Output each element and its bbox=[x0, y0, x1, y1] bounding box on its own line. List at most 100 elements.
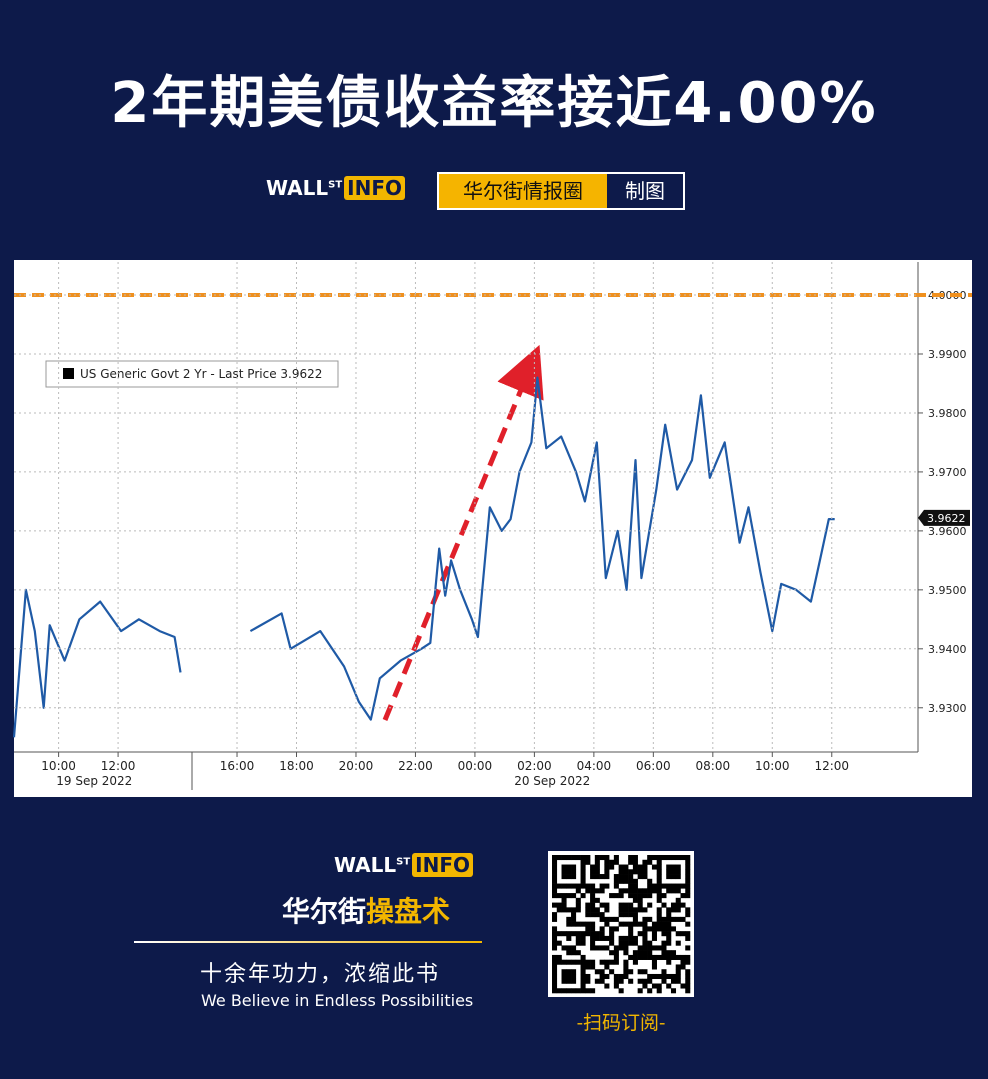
qr-cell bbox=[661, 940, 667, 946]
qr-cell bbox=[661, 954, 667, 960]
qr-cell bbox=[613, 978, 619, 984]
qr-cell bbox=[623, 940, 629, 946]
qr-cell bbox=[637, 897, 643, 903]
chart-background bbox=[14, 260, 972, 797]
qr-cell bbox=[666, 874, 672, 880]
qr-cell bbox=[571, 945, 577, 951]
qr-cell bbox=[552, 893, 558, 899]
qr-cell bbox=[618, 940, 624, 946]
qr-cell bbox=[580, 969, 586, 975]
qr-cell bbox=[623, 921, 629, 927]
qr-cell bbox=[642, 969, 648, 975]
qr-cell bbox=[618, 907, 624, 913]
qr-cell bbox=[552, 940, 558, 946]
qr-cell bbox=[556, 988, 562, 994]
badge: 华尔街情报圈 制图 bbox=[437, 172, 685, 210]
qr-cell bbox=[647, 893, 653, 899]
qr-cell bbox=[666, 916, 672, 922]
qr-cell bbox=[566, 931, 572, 937]
qr-cell bbox=[632, 897, 638, 903]
qr-cell bbox=[632, 921, 638, 927]
qr-cell bbox=[590, 959, 596, 965]
qr-cell bbox=[566, 874, 572, 880]
x-tick-label: 04:00 bbox=[577, 759, 612, 773]
y-tick-label: 4.0000 bbox=[928, 289, 967, 302]
qr-cell bbox=[670, 988, 677, 994]
qr-cell bbox=[604, 935, 610, 941]
logo-box: INFO bbox=[412, 853, 474, 877]
qr-cell bbox=[666, 935, 672, 941]
qr-cell bbox=[552, 978, 558, 984]
qr-cell bbox=[656, 916, 662, 922]
footer-logo: WALLST INFO bbox=[334, 853, 474, 877]
qr-cell bbox=[552, 945, 558, 951]
qr-cell bbox=[628, 874, 634, 880]
qr-cell bbox=[675, 897, 681, 903]
qr-cell bbox=[590, 888, 596, 894]
qr-cell bbox=[585, 912, 591, 918]
qr-cell bbox=[618, 902, 624, 908]
qr-cell bbox=[666, 959, 672, 965]
qr-cell bbox=[552, 916, 558, 922]
qr-cell bbox=[604, 973, 610, 980]
qr-cell bbox=[685, 912, 691, 918]
qr-cell bbox=[590, 988, 596, 994]
qr-cell bbox=[623, 902, 629, 908]
qr-cell bbox=[675, 869, 681, 875]
qr-cell bbox=[594, 912, 600, 918]
qr-cell bbox=[590, 874, 596, 880]
qr-cell bbox=[618, 945, 624, 951]
qr-cell bbox=[685, 959, 691, 965]
qr-cell bbox=[552, 855, 558, 861]
qr-cell bbox=[632, 888, 638, 894]
qr-cell bbox=[594, 931, 600, 937]
slogan-en: We Believe in Endless Possibilities bbox=[201, 991, 474, 1010]
title: 2年期美债收益率接近4.00% bbox=[110, 71, 878, 136]
qr-cell bbox=[675, 883, 681, 889]
qr-cell bbox=[552, 912, 558, 918]
qr-cell bbox=[661, 902, 667, 908]
qr-cell bbox=[575, 888, 581, 894]
qr-cell bbox=[670, 869, 677, 875]
qr-cell bbox=[680, 931, 686, 937]
qr-cell bbox=[599, 912, 605, 918]
qr-cell bbox=[613, 874, 619, 880]
x-tick-label: 08:00 bbox=[696, 759, 731, 773]
qr-cell bbox=[642, 893, 648, 899]
qr-cell bbox=[604, 869, 610, 875]
qr-cell bbox=[685, 983, 691, 989]
qr-cell bbox=[580, 988, 586, 994]
qr-cell bbox=[680, 983, 686, 989]
qr-cell bbox=[642, 869, 648, 875]
qr-cell bbox=[670, 950, 677, 956]
qr-cell bbox=[628, 883, 634, 889]
qr-cell bbox=[566, 869, 572, 875]
qr-cell bbox=[599, 978, 605, 984]
qr-cell bbox=[661, 921, 667, 927]
slogan-cn: 十余年功力，浓缩此书 bbox=[200, 962, 441, 987]
qr-cell bbox=[613, 893, 619, 899]
qr-cell bbox=[580, 983, 586, 989]
qr-cell bbox=[566, 921, 572, 927]
qr-cell bbox=[604, 874, 610, 880]
qr-cell bbox=[604, 964, 610, 970]
qr-cell bbox=[566, 907, 572, 913]
qr-cell bbox=[613, 883, 619, 889]
qr-cell bbox=[628, 978, 634, 984]
last-price-label: 3.9622 bbox=[927, 512, 966, 525]
qr-cell bbox=[661, 926, 667, 932]
qr-cell bbox=[656, 926, 662, 932]
logo-sup: ST bbox=[328, 179, 343, 191]
y-tick-label: 3.9600 bbox=[928, 525, 967, 538]
qr-cell bbox=[590, 931, 596, 937]
qr-cell bbox=[623, 969, 629, 975]
qr-cell bbox=[666, 907, 672, 913]
qr-cell bbox=[575, 855, 581, 861]
chart: 3.9300 3.9400 3.9500 3.9600 3.9700 3.9800 3.99… bbox=[12, 260, 972, 797]
qr-cell bbox=[613, 983, 619, 989]
x-tick-label: 16:00 bbox=[220, 759, 255, 773]
qr-cell bbox=[575, 931, 581, 937]
qr-cell bbox=[637, 869, 643, 875]
qr-cell bbox=[680, 959, 686, 965]
qr-cell bbox=[552, 864, 558, 870]
